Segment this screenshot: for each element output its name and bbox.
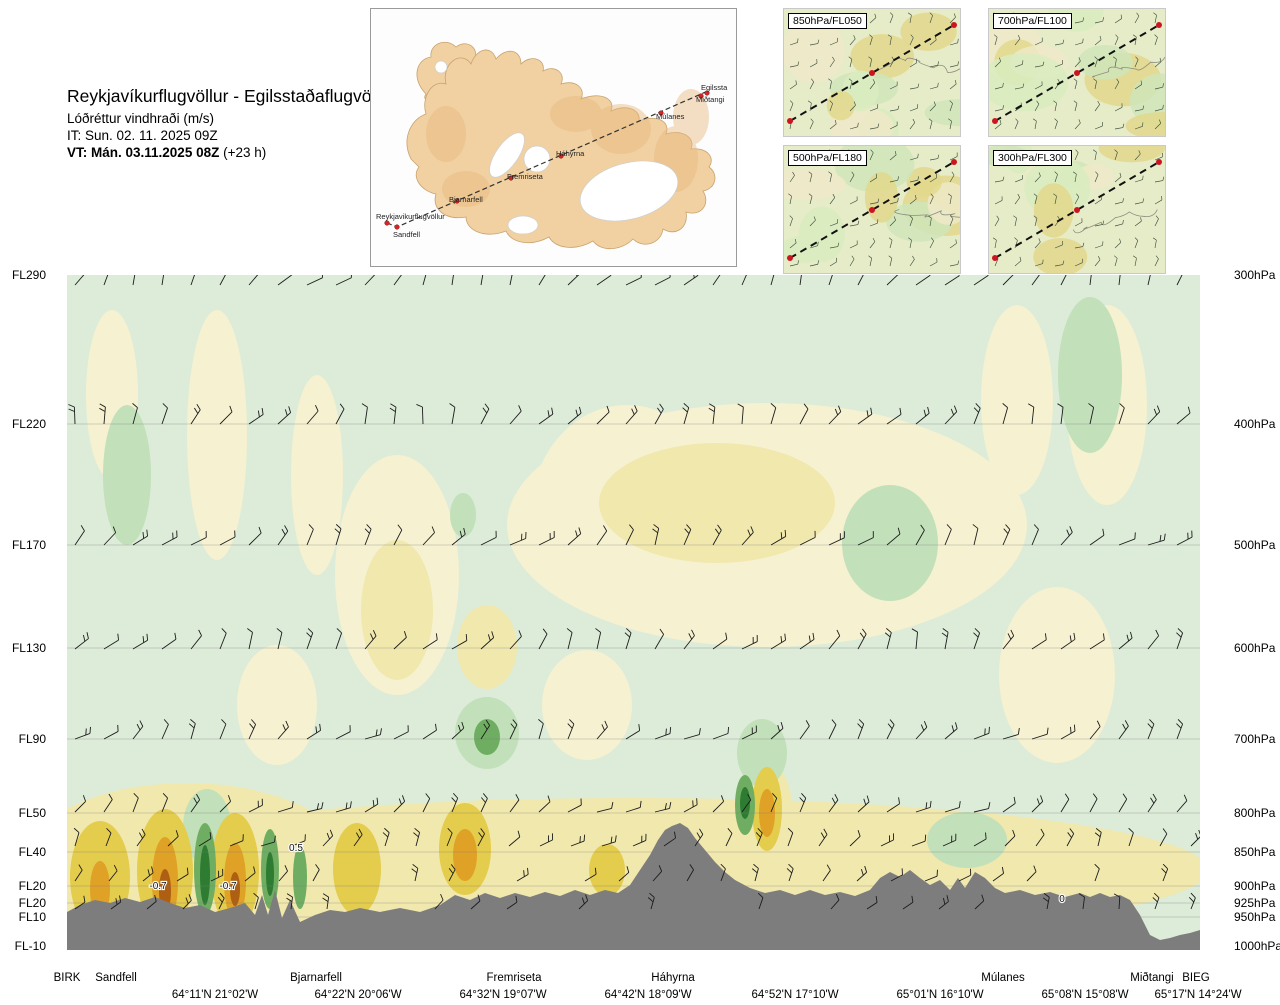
map-waypoint-label: Reykjavikurflugvöllur: [376, 212, 445, 221]
svg-text:0: 0: [1059, 894, 1065, 905]
pressure-label: 300hPa: [1234, 268, 1276, 282]
flight-level-label: FL-10: [14, 939, 46, 953]
page-title: Reykjavíkurflugvöllur - Egilsstaðaflugvö…: [67, 86, 395, 106]
station-name: Miðtangi: [1130, 972, 1174, 984]
pressure-label: 950hPa: [1234, 910, 1276, 924]
pressure-label: 700hPa: [1234, 732, 1276, 746]
pressure-panel-500-label: 500hPa/FL180: [788, 150, 867, 166]
pressure-panel-850-canvas: [784, 12, 960, 136]
station-coordinates: 64°52'N 17°10'W: [751, 989, 839, 1001]
station-coordinates: 64°32'N 19°07'W: [459, 989, 547, 1001]
map-waypoint-label: Bjarnarfell: [449, 195, 483, 204]
pressure-label: 800hPa: [1234, 806, 1276, 820]
station-coordinates: 64°22'N 20°06'W: [314, 989, 402, 1001]
valid-time: VT: Mán. 03.11.2025 08Z (+23 h): [67, 144, 395, 161]
pressure-panel-500-canvas: [784, 146, 960, 267]
valid-time-bold: VT: Mán. 03.11.2025 08Z: [67, 145, 220, 160]
flight-level-label: FL90: [18, 732, 46, 746]
map-waypoint-label: Múlanes: [656, 112, 685, 121]
map-waypoint-label: Sandfell: [393, 230, 421, 239]
station-coordinates: 65°17'N 14°24'W: [1154, 989, 1242, 1001]
pressure-label: 900hPa: [1234, 879, 1276, 893]
svg-text:0.5: 0.5: [289, 843, 303, 854]
init-time: IT: Sun. 02. 11. 2025 09Z: [67, 128, 218, 143]
pressure-label: 1000hPa: [1234, 939, 1280, 953]
terrain-profile: [67, 823, 1200, 950]
pressure-panel-500: 500hPa/FL180: [783, 145, 961, 274]
flight-level-label: FL20: [18, 896, 46, 910]
station-name: BIRK: [53, 972, 81, 984]
station-coordinates: 65°08'N 15°08'W: [1041, 989, 1129, 1001]
flight-level-label: FL50: [18, 806, 46, 820]
iceland-landmass: [406, 41, 716, 250]
pressure-panel-700-label: 700hPa/FL100: [993, 13, 1072, 29]
flight-level-label: FL290: [11, 268, 46, 282]
station-name: BIEG: [1182, 972, 1210, 984]
contour-labels: -0.7 -0.7 0.5 0: [148, 842, 1066, 906]
pressure-label: 400hPa: [1234, 417, 1276, 431]
valid-time-offset: (+23 h): [219, 145, 267, 160]
pressure-label: 500hPa: [1234, 538, 1276, 552]
station-name: Háhyrna: [651, 972, 695, 984]
pressure-panel-850: 850hPa/FL050: [783, 8, 961, 137]
station-coordinates: 65°01'N 16°10'W: [896, 989, 984, 1001]
header: Reykjavíkurflugvöllur - Egilsstaðaflugvö…: [67, 86, 395, 161]
glaciers: [434, 60, 679, 235]
flight-level-label: FL40: [18, 845, 46, 859]
map-waypoint-label: Egilssta: [701, 83, 728, 92]
map-waypoint-label: Háhyrna: [556, 149, 585, 158]
pressure-label: 600hPa: [1234, 641, 1276, 655]
flight-level-label: FL220: [11, 417, 46, 431]
station-coordinates: 64°11'N 21°02'W: [171, 989, 259, 1001]
station-coordinates: 64°42'N 18°09'W: [604, 989, 692, 1001]
cross-section-canvas: -0.7 -0.7 0.5 0: [22, 264, 1208, 950]
svg-text:-0.7: -0.7: [149, 881, 167, 892]
waypoint-dots: [384, 90, 710, 230]
pressure-label: 925hPa: [1234, 896, 1276, 910]
station-name: Bjarnarfell: [290, 972, 342, 984]
pressure-panel-700: 700hPa/FL100: [988, 8, 1166, 137]
pressure-panel-300: 300hPa/FL300: [988, 145, 1166, 274]
route-map: Reykjavikurflugvöllur Sandfell Bjarnarfe…: [370, 8, 737, 267]
flight-level-label: FL130: [11, 641, 46, 655]
map-waypoint-label: Fremriseta: [507, 172, 543, 181]
flight-level-label: FL170: [11, 538, 46, 552]
flight-level-label: FL10: [18, 910, 46, 924]
station-name: Múlanes: [981, 972, 1025, 984]
station-name: Fremriseta: [486, 972, 542, 984]
variable-subtitle: Lóðréttur vindhraði (m/s): [67, 111, 215, 126]
contour-shading: [22, 297, 1208, 947]
cross-section-plot: -0.7 -0.7 0.5 0: [22, 264, 1208, 950]
flight-level-label: FL20: [18, 879, 46, 893]
station-name: Sandfell: [95, 972, 137, 984]
pressure-panel-700-canvas: [989, 9, 1165, 136]
map-waypoint-label: Miðtangi: [696, 95, 725, 104]
pressure-panel-850-label: 850hPa/FL050: [788, 13, 867, 29]
pressure-panel-300-label: 300hPa/FL300: [993, 150, 1072, 166]
wind-barbs: [68, 264, 1202, 910]
pressure-label: 850hPa: [1234, 845, 1276, 859]
svg-text:-0.7: -0.7: [219, 881, 237, 892]
route-map-canvas: [384, 41, 716, 250]
